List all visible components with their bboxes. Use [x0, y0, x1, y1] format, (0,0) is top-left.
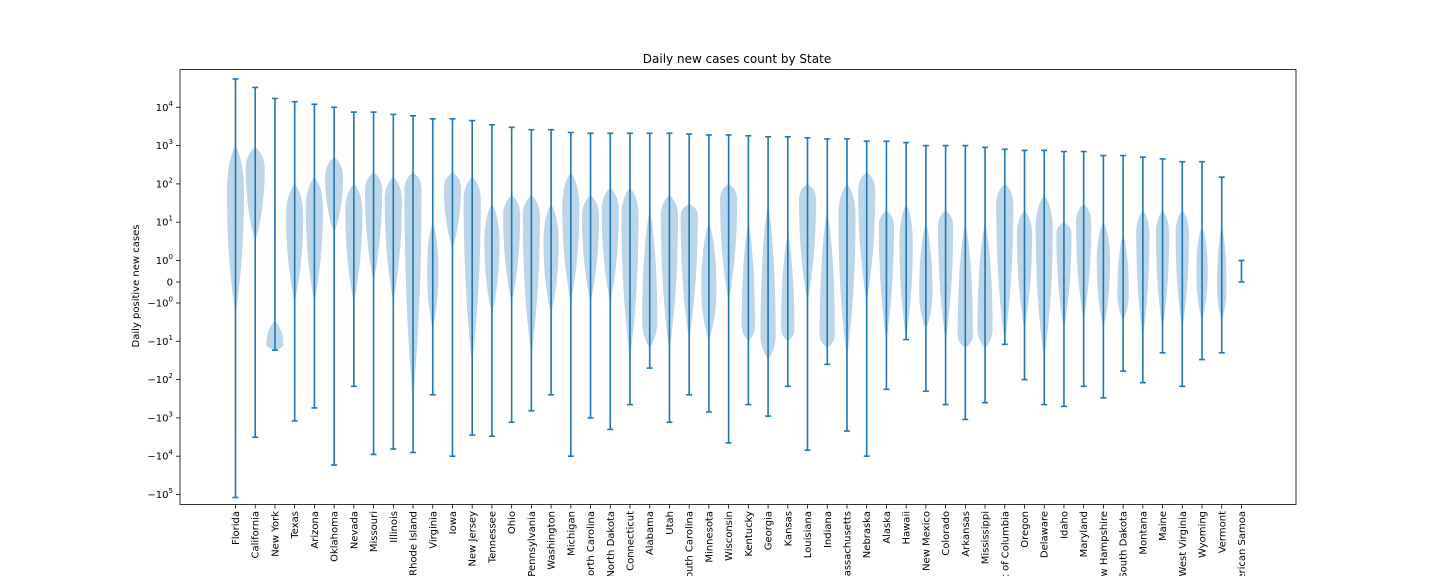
y-tick-label: −100	[147, 296, 173, 310]
x-tick-label: Kentucky	[744, 511, 755, 557]
x-tick-label: Colorado	[941, 511, 952, 556]
x-tick-label: Texas	[290, 511, 301, 540]
y-tick-label: 100	[156, 253, 173, 267]
x-tick-label: Michigan	[566, 511, 577, 556]
x-tick-label: New Mexico	[921, 511, 932, 571]
x-tick-label: Kansas	[783, 511, 794, 546]
x-tick-label: Maryland	[1079, 511, 1090, 557]
y-tick-label: 102	[156, 176, 173, 190]
x-tick-label: North Dakota	[606, 511, 617, 576]
y-axis-label: Daily positive new cases	[131, 225, 142, 348]
x-tick-label: Florida	[231, 511, 242, 545]
x-tick-label: American Samoa	[1237, 511, 1248, 576]
x-tick-label: Georgia	[764, 511, 775, 550]
x-tick-label: Oregon	[1020, 511, 1031, 548]
x-tick-label: South Dakota	[1119, 511, 1130, 576]
x-tick-label: Alabama	[645, 511, 656, 555]
x-tick-label: Mississippi	[981, 511, 992, 564]
y-tick-label: −104	[147, 449, 173, 463]
x-tick-label: Washington	[547, 511, 558, 570]
plot-frame	[179, 69, 1297, 505]
x-tick-label: Oklahoma	[330, 511, 341, 562]
x-tick-label: California	[251, 511, 262, 559]
x-tick-label: Arkansas	[961, 511, 972, 557]
x-tick-label: Hawaii	[902, 511, 913, 545]
x-tick-label: Tennessee	[487, 511, 498, 564]
y-axis-ticks: 104 103 102 101 100 0 −100 −101 −102 −103 −104 −105	[147, 100, 180, 501]
x-tick-label: New York	[270, 511, 281, 557]
x-tick-label: Montana	[1138, 511, 1149, 555]
x-tick-label: South Carolina	[685, 511, 696, 576]
x-tick-label: Massachusetts	[842, 511, 853, 576]
x-tick-label: Indiana	[823, 511, 834, 548]
x-tick-label: Utah	[665, 511, 676, 535]
x-tick-label: West Virginia	[1178, 511, 1189, 576]
x-tick-label: Wyoming	[1198, 511, 1209, 558]
violin-layer	[226, 78, 1245, 499]
x-tick-label: Maine	[1158, 511, 1169, 541]
y-tick-label: 101	[156, 215, 173, 229]
x-tick-label: Alaska	[882, 511, 893, 544]
x-tick-label: Arizona	[310, 511, 321, 549]
y-tick-label: −102	[147, 372, 173, 386]
chart-title: Daily new cases count by State	[643, 52, 831, 66]
x-tick-label: Delaware	[1040, 511, 1051, 558]
x-tick-label: New Hampshire	[1099, 511, 1110, 576]
x-tick-label: Virginia	[428, 511, 439, 549]
x-tick-label: Missouri	[369, 511, 380, 552]
x-axis-ticks: Florida California New York Texas Arizona Okl…	[231, 504, 1248, 581]
x-tick-label: Nevada	[349, 511, 360, 549]
y-tick-label: 104	[156, 100, 174, 114]
x-tick-label: Louisiana	[803, 511, 814, 558]
x-tick-label: Vermont	[1217, 511, 1228, 553]
x-tick-label: Minnesota	[704, 511, 715, 563]
x-tick-label: Wisconsin	[724, 511, 735, 561]
x-tick-label: Idaho	[1059, 511, 1070, 539]
y-tick-label: −103	[147, 410, 173, 424]
y-tick-label: −105	[147, 487, 173, 501]
y-tick-label: 0	[167, 278, 173, 289]
y-tick-label: −101	[147, 334, 173, 348]
x-tick-label: Pennsylvania	[527, 511, 538, 576]
x-tick-label: Ohio	[507, 511, 518, 534]
x-tick-label: District of Columbia	[1000, 511, 1011, 576]
y-tick-label: 103	[156, 138, 173, 152]
x-tick-label: Nebraska	[862, 511, 873, 558]
x-tick-label: Rhode Island	[409, 511, 420, 576]
x-tick-label: North Carolina	[586, 511, 597, 576]
x-tick-label: New Jersey	[468, 511, 479, 567]
x-tick-label: Iowa	[448, 511, 459, 534]
x-tick-label: Illinois	[389, 511, 400, 543]
x-tick-label: Connecticut	[626, 511, 637, 571]
